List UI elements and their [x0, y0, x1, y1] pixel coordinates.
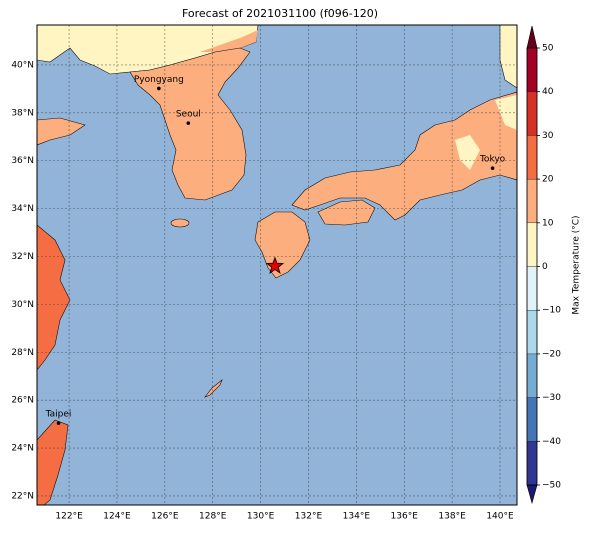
colorbar-tick-label: 40	[542, 87, 554, 97]
lon-tick-label: 136°E	[391, 512, 419, 522]
colorbar-segment	[526, 135, 538, 180]
land	[37, 419, 69, 505]
colorbar-segment	[526, 397, 538, 442]
city-label: Tokyo	[479, 155, 506, 165]
land	[37, 224, 71, 371]
lat-tick-label: 40°N	[11, 60, 34, 70]
colorbar-segment	[526, 47, 538, 92]
colorbar-segment	[526, 91, 538, 136]
colorbar-extend-high	[526, 25, 538, 49]
lon-tick-label: 138°E	[438, 512, 466, 522]
lon-tick-label: 132°E	[295, 512, 323, 522]
city-dot	[56, 421, 61, 425]
lat-tick-label: 38°N	[11, 108, 34, 118]
lat-tick-label: 22°N	[11, 491, 34, 501]
colorbar-tick-label: 20	[542, 175, 554, 185]
city-label: Seoul	[176, 110, 201, 120]
title: Forecast of 2021031100 (f096-120)	[182, 7, 378, 20]
lat-tick-label: 32°N	[11, 252, 34, 262]
colorbar-tick-label: 30	[542, 131, 554, 141]
island	[204, 379, 223, 398]
lat-tick-label: 28°N	[11, 348, 34, 358]
colorbar-tick-label: −50	[542, 481, 561, 491]
map: Pyongyang Seoul Tokyo Taipei	[37, 25, 517, 505]
colorbar-segment	[526, 266, 538, 311]
lon-tick-label: 134°E	[343, 512, 371, 522]
lat-tick-label: 36°N	[11, 156, 34, 166]
lon-tick-label: 124°E	[103, 512, 131, 522]
lon-tick-label: 122°E	[55, 512, 83, 522]
land	[37, 117, 86, 146]
colorbar-extend-low	[526, 484, 538, 505]
city-label: Taipei	[45, 410, 72, 420]
land	[200, 30, 258, 52]
land	[129, 47, 251, 201]
forecast-marker	[265, 256, 285, 274]
colorbar-segment	[526, 441, 538, 486]
colorbar-tick-label: −20	[542, 349, 561, 359]
lat-tick-label: 30°N	[11, 300, 34, 310]
land	[317, 199, 376, 226]
island	[170, 218, 190, 228]
city-dot	[490, 166, 495, 170]
lon-tick-label: 130°E	[247, 512, 275, 522]
colorbar-segment	[526, 222, 538, 267]
city-label: Pyongyang	[134, 75, 184, 85]
lon-tick-label: 128°E	[199, 512, 227, 522]
colorbar-tick-label: 0	[542, 262, 548, 272]
colorbar-tick-label: −30	[542, 393, 561, 403]
land	[291, 91, 517, 221]
city-dot	[157, 86, 161, 91]
colorbar-tick-label: 10	[542, 218, 554, 228]
colorbar-label: Max Temperature (°C)	[572, 215, 582, 314]
lat-tick-label: 24°N	[11, 444, 34, 454]
colorbar-segment	[526, 178, 538, 223]
colorbar-segment	[526, 353, 538, 398]
colorbar-tick-label: 50	[542, 44, 554, 54]
land	[455, 95, 517, 170]
map-frame	[36, 24, 518, 506]
lat-tick-label: 26°N	[11, 396, 34, 406]
colorbar-tick-label: −10	[542, 306, 561, 316]
city-dot	[186, 121, 191, 125]
lon-tick-label: 126°E	[151, 512, 179, 522]
colorbar-tick-label: −40	[542, 437, 561, 447]
colorbar-segment	[526, 310, 538, 355]
lon-tick-label: 140°E	[486, 512, 514, 522]
lat-tick-label: 34°N	[11, 204, 34, 214]
